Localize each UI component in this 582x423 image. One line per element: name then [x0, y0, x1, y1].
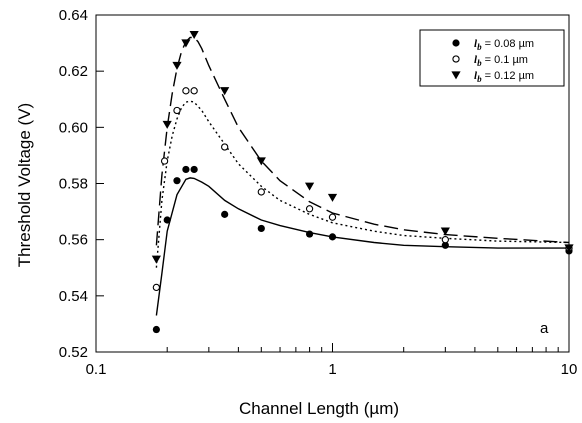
data-point-series-2 — [441, 236, 449, 244]
data-point-series-3 — [181, 39, 191, 48]
data-point-series-1 — [441, 241, 449, 249]
data-point-series-2 — [152, 283, 161, 292]
legend-entry-series-3: lb = 0.12 µm — [474, 70, 534, 84]
data-point-series-2 — [173, 106, 181, 115]
legend-marker-series-1 — [452, 39, 460, 47]
data-point-series-3 — [564, 244, 574, 253]
y-axis-title: Threshold Voltage (V) — [15, 103, 34, 267]
legend-box — [419, 29, 565, 87]
x-tick-label: 0.1 — [86, 361, 107, 378]
legend-marker-series-3 — [451, 71, 461, 80]
y-tick-label: 0.64 — [59, 7, 88, 24]
fit-line-series-2 — [155, 100, 570, 268]
data-point-series-3 — [440, 227, 450, 236]
legend-marker-series-2 — [452, 55, 460, 63]
data-point-series-1 — [190, 165, 198, 174]
data-point-series-3 — [151, 255, 161, 264]
data-markers — [151, 30, 574, 334]
data-point-series-3 — [172, 61, 182, 70]
y-tick-label: 0.62 — [59, 63, 88, 80]
data-point-series-2 — [190, 87, 198, 95]
data-point-series-1 — [163, 216, 171, 224]
y-tick-label: 0.56 — [59, 232, 88, 249]
y-axis: 0.52 0.54 0.56 0.58 0.60 0.62 0.64 — [59, 7, 104, 361]
data-point-series-2 — [160, 157, 169, 165]
data-point-series-2 — [328, 213, 337, 221]
x-tick-label: 1 — [328, 361, 336, 378]
data-point-series-2 — [182, 87, 190, 95]
data-point-series-3 — [256, 157, 266, 166]
data-point-series-3 — [304, 182, 315, 191]
y-tick-label: 0.52 — [59, 344, 88, 361]
panel-label: a — [540, 320, 549, 337]
y-tick-label: 0.54 — [59, 288, 88, 305]
data-point-series-1 — [328, 233, 337, 241]
data-point-series-1 — [152, 325, 160, 334]
fit-lines — [155, 36, 570, 316]
data-point-series-2 — [257, 188, 265, 196]
data-point-series-1 — [173, 177, 181, 185]
legend-entry-series-1: lb = 0.08 µm — [474, 38, 534, 52]
legend-entry-series-2: lb = 0.1 µm — [474, 54, 528, 68]
x-axis: 0.1 1 10 — [86, 343, 578, 378]
x-axis-title: Channel Length (µm) — [239, 399, 399, 418]
data-point-series-2 — [221, 143, 229, 151]
legend: lb = 0.08 µm lb = 0.1 µm lb = 0.12 µm — [419, 29, 565, 87]
y-tick-label: 0.60 — [59, 119, 88, 136]
data-point-series-1 — [182, 165, 190, 174]
data-point-series-3 — [220, 87, 230, 96]
fit-line-series-1 — [155, 177, 569, 316]
data-point-series-3 — [189, 30, 199, 40]
data-point-series-3 — [162, 120, 172, 129]
fit-line-series-3 — [155, 36, 570, 246]
data-point-series-1 — [221, 210, 229, 218]
y-tick-label: 0.58 — [59, 176, 88, 193]
data-point-series-3 — [327, 193, 338, 202]
data-point-series-2 — [305, 205, 314, 213]
data-point-series-1 — [305, 230, 314, 238]
x-tick-label: 10 — [561, 361, 578, 378]
data-point-series-1 — [257, 224, 265, 233]
